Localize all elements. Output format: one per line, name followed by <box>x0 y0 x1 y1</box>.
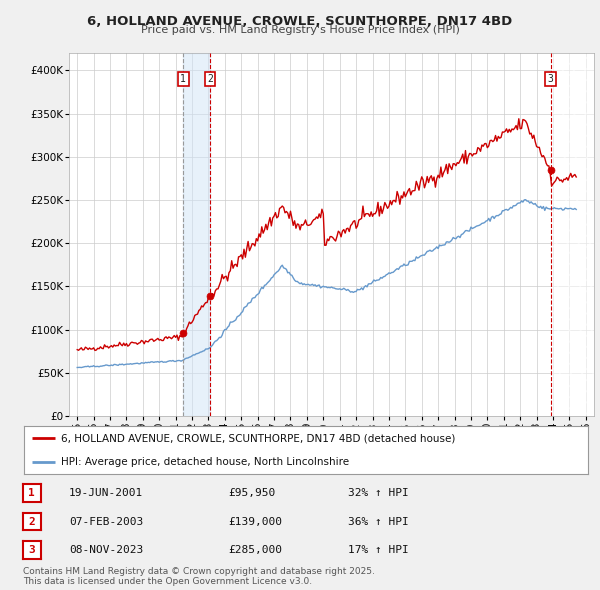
Text: 08-NOV-2023: 08-NOV-2023 <box>69 545 143 555</box>
Text: 6, HOLLAND AVENUE, CROWLE, SCUNTHORPE, DN17 4BD (detached house): 6, HOLLAND AVENUE, CROWLE, SCUNTHORPE, D… <box>61 433 455 443</box>
Text: 3: 3 <box>548 74 553 84</box>
Text: £285,000: £285,000 <box>228 545 282 555</box>
Text: £95,950: £95,950 <box>228 489 275 498</box>
Text: £139,000: £139,000 <box>228 517 282 526</box>
Text: 2: 2 <box>207 74 213 84</box>
Text: 36% ↑ HPI: 36% ↑ HPI <box>348 517 409 526</box>
Text: Contains HM Land Registry data © Crown copyright and database right 2025.
This d: Contains HM Land Registry data © Crown c… <box>23 567 374 586</box>
Bar <box>183 53 210 416</box>
Text: 6, HOLLAND AVENUE, CROWLE, SCUNTHORPE, DN17 4BD: 6, HOLLAND AVENUE, CROWLE, SCUNTHORPE, D… <box>88 15 512 28</box>
Bar <box>551 53 594 416</box>
Text: Price paid vs. HM Land Registry's House Price Index (HPI): Price paid vs. HM Land Registry's House … <box>140 25 460 35</box>
Text: HPI: Average price, detached house, North Lincolnshire: HPI: Average price, detached house, Nort… <box>61 457 349 467</box>
Text: 19-JUN-2001: 19-JUN-2001 <box>69 489 143 498</box>
Text: 3: 3 <box>28 545 35 555</box>
Text: 1: 1 <box>180 74 186 84</box>
Text: 1: 1 <box>28 489 35 498</box>
Text: 32% ↑ HPI: 32% ↑ HPI <box>348 489 409 498</box>
Text: 2: 2 <box>28 517 35 526</box>
Text: 17% ↑ HPI: 17% ↑ HPI <box>348 545 409 555</box>
Text: 07-FEB-2003: 07-FEB-2003 <box>69 517 143 526</box>
